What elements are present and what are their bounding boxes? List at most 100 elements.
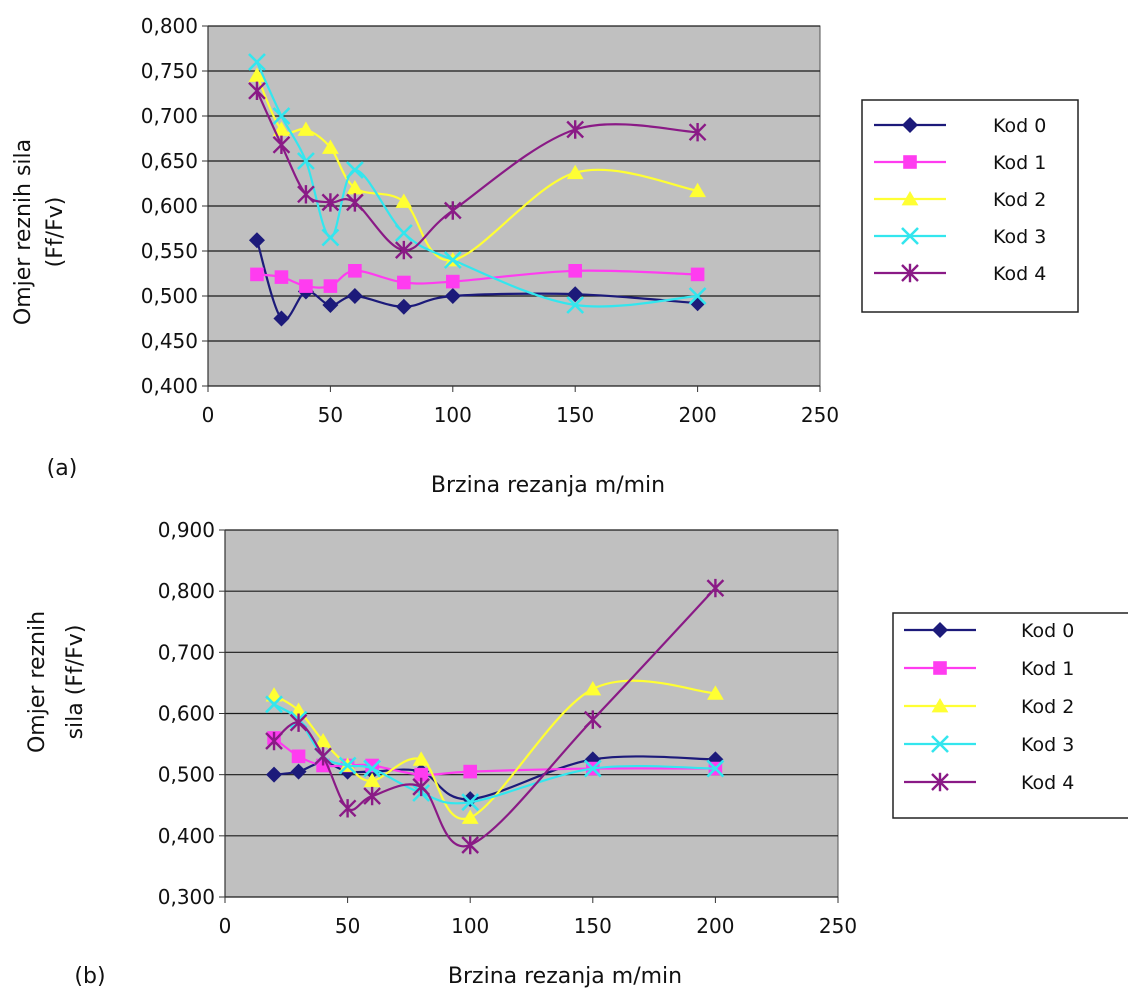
x-tick-label: 150	[556, 403, 594, 427]
legend-entry: Kod 3	[874, 226, 1046, 248]
chart-a-legend: Kod 0 Kod 1 Kod 2 Kod 3 Kod 4	[861, 99, 1079, 313]
legend-marker	[901, 263, 919, 283]
series-kod-1	[250, 264, 705, 293]
y-tick-label: 0,600	[141, 194, 198, 218]
series-line	[255, 61, 698, 308]
data-point	[346, 193, 364, 212]
data-point	[688, 123, 707, 142]
y-tick-label: 0,700	[158, 640, 215, 664]
data-point	[446, 274, 460, 289]
data-point	[363, 772, 381, 788]
data-point	[248, 67, 266, 82]
series-kod-2	[265, 679, 724, 824]
chart-a-panel-label: (a)	[47, 456, 78, 481]
data-point	[248, 81, 266, 100]
data-point	[443, 201, 462, 220]
data-point	[584, 681, 602, 696]
data-point	[414, 767, 428, 782]
y-tick-label: 0,650	[141, 149, 198, 173]
series-kod-3	[248, 53, 707, 314]
x-tick-label: 100	[451, 914, 489, 938]
data-point	[395, 298, 412, 315]
data-point	[265, 687, 283, 702]
data-point	[323, 279, 338, 293]
y-tick-label: 0,900	[158, 518, 215, 542]
data-point	[265, 731, 283, 751]
x-tick-label: 0	[219, 914, 232, 938]
chart-a-x-axis-label: Brzina rezanja m/min	[431, 473, 665, 498]
data-point	[290, 763, 307, 780]
data-point	[297, 121, 315, 136]
y-tick-label: 0,400	[141, 374, 198, 398]
data-point	[566, 164, 584, 180]
legend-entry: Kod 4	[874, 263, 1046, 285]
x-tick-label: 250	[801, 403, 839, 427]
data-point	[274, 270, 289, 284]
series-kod-3	[265, 695, 725, 812]
data-point	[338, 756, 357, 775]
data-point	[346, 180, 364, 195]
data-point	[289, 713, 308, 732]
data-point	[567, 286, 584, 303]
data-point	[266, 766, 283, 783]
legend-marker	[902, 117, 918, 133]
data-point	[273, 121, 290, 136]
data-point	[314, 733, 332, 748]
legend-marker	[933, 661, 947, 675]
data-point	[443, 251, 462, 269]
data-point	[463, 764, 477, 779]
chart-b-gridlines	[224, 529, 838, 898]
legend-label: Kod 2	[1021, 696, 1074, 718]
data-point	[461, 793, 480, 812]
data-point	[348, 264, 362, 278]
data-point	[265, 695, 283, 714]
data-point	[297, 152, 315, 170]
y-tick-label: 0,600	[158, 702, 215, 726]
data-point	[689, 182, 706, 198]
data-point	[299, 279, 313, 293]
chart-a: 0,400 0,450 0,500 0,550 0,600 0,650 0,700 0,750…	[11, 14, 1079, 498]
x-tick-label: 50	[318, 403, 343, 427]
legend-marker	[901, 227, 919, 245]
legend-box	[861, 99, 1079, 313]
data-point	[568, 264, 582, 278]
y-tick-label: 0,800	[141, 14, 198, 38]
y-tick-label: 0,700	[141, 104, 198, 128]
legend-entry: Kod 1	[904, 658, 1074, 680]
data-point	[394, 240, 413, 260]
data-point	[346, 288, 363, 304]
x-tick-label: 200	[679, 403, 717, 427]
y-tick-label: 0,750	[141, 59, 198, 83]
legend-marker	[903, 155, 917, 169]
data-point	[444, 288, 461, 304]
y-tick-label: 0,450	[141, 329, 198, 353]
legend-entry: Kod 4	[904, 772, 1074, 794]
legend-box	[892, 612, 1128, 819]
chart-b: 0,300 0,400 0,500 0,600 0,700 0,800 0,900 0 50 1…	[25, 518, 1128, 989]
data-point	[583, 710, 602, 729]
data-point	[321, 193, 340, 212]
y-tick-label: 0,500	[158, 763, 215, 787]
legend-label: Kod 3	[1021, 734, 1074, 756]
y-tick-label: 0,400	[158, 824, 215, 848]
legend-marker	[932, 622, 948, 638]
data-point	[272, 135, 291, 154]
data-point	[314, 747, 332, 766]
chart-b-series	[265, 578, 725, 855]
data-point	[363, 759, 382, 778]
data-point	[397, 275, 411, 290]
chart-b-x-axis-label: Brzina rezanja m/min	[448, 964, 682, 989]
y-tick-label: 0,500	[141, 284, 198, 308]
data-point	[273, 310, 290, 327]
x-tick-label: 0	[202, 403, 215, 427]
legend-label: Kod 2	[993, 189, 1046, 211]
y-tick-label: 0,800	[158, 579, 215, 603]
chart-a-series	[248, 53, 707, 327]
chart-a-y-ticks: 0,400 0,450 0,500 0,550 0,600 0,650 0,700 0,750…	[141, 14, 208, 398]
chart-a-y-axis-label-line1: Omjer reznih sila	[11, 139, 36, 325]
legend-label: Kod 3	[993, 226, 1046, 248]
data-point	[272, 107, 291, 125]
data-point	[345, 161, 364, 179]
legend-entry: Kod 1	[874, 152, 1046, 174]
